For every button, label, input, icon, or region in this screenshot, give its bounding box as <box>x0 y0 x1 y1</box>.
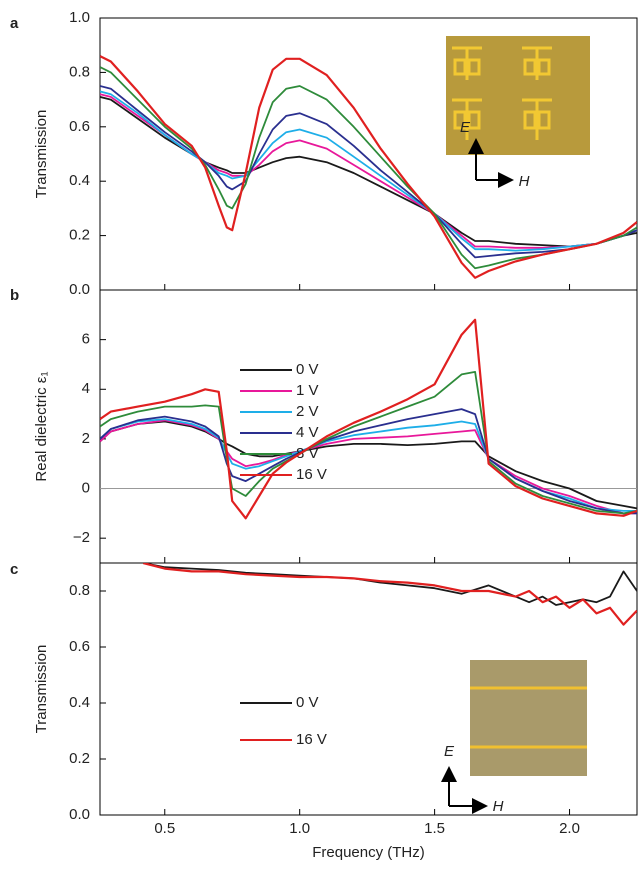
polarization-arrows-a <box>468 138 514 188</box>
y-tick-label: 0.8 <box>69 63 90 80</box>
y-tick-label: 4 <box>82 380 90 397</box>
inset-image-c <box>470 660 587 776</box>
y-tick-label: 0.6 <box>69 638 90 655</box>
x-tick-label: 1.5 <box>424 820 445 837</box>
plot-frame <box>99 289 638 564</box>
y-tick-label: 0.2 <box>69 227 90 244</box>
y-tick-label: 0.2 <box>69 750 90 767</box>
legend-label: 1 V <box>296 382 319 399</box>
series-line <box>142 563 637 626</box>
legend-label: 2 V <box>296 403 319 420</box>
y-tick-label: 0.8 <box>69 582 90 599</box>
panel-label: c <box>10 561 18 578</box>
x-tick-label: 2.0 <box>559 820 580 837</box>
panel-label: b <box>10 287 19 304</box>
x-axis-label: Frequency (THz) <box>312 844 425 861</box>
y-tick-label: 1.0 <box>69 9 90 26</box>
y-axis-label: Transmission <box>33 645 50 734</box>
plot-frame <box>99 562 638 816</box>
legend-label: 0 V <box>296 361 319 378</box>
y-tick-label: 0.0 <box>69 281 90 298</box>
y-axis-label: Transmission <box>33 110 50 199</box>
y-tick-label: 2 <box>82 430 90 447</box>
legend-label: 8 V <box>296 445 319 462</box>
y-tick-label: 6 <box>82 331 90 348</box>
series-line <box>100 419 637 515</box>
inset-label: E <box>444 743 455 760</box>
inset-image-a <box>446 36 590 155</box>
y-tick-label: 0 <box>82 480 90 497</box>
legend-label: 16 V <box>296 731 327 748</box>
y-axis-label: Real dielectric ε₁ <box>33 371 50 481</box>
y-tick-label: 0.0 <box>69 806 90 823</box>
series-line <box>143 563 637 606</box>
series-line <box>100 55 637 279</box>
legend-label: 16 V <box>296 466 327 483</box>
y-tick-label: −2 <box>73 529 90 546</box>
x-tick-label: 1.0 <box>289 820 310 837</box>
y-tick-label: 0.4 <box>69 172 90 189</box>
legend-label: 0 V <box>296 694 319 711</box>
y-tick-label: 0.6 <box>69 118 90 135</box>
y-tick-label: 0.4 <box>69 694 90 711</box>
inset-label: E <box>460 119 471 136</box>
inset-label: H <box>519 173 530 190</box>
legend-label: 4 V <box>296 424 319 441</box>
series-line <box>100 420 637 510</box>
polarization-arrows-c <box>441 766 488 814</box>
x-tick-label: 0.5 <box>154 820 175 837</box>
series-line <box>100 318 637 520</box>
series-line <box>100 418 637 512</box>
inset-label: H <box>493 798 504 815</box>
panel-label: a <box>10 15 19 32</box>
